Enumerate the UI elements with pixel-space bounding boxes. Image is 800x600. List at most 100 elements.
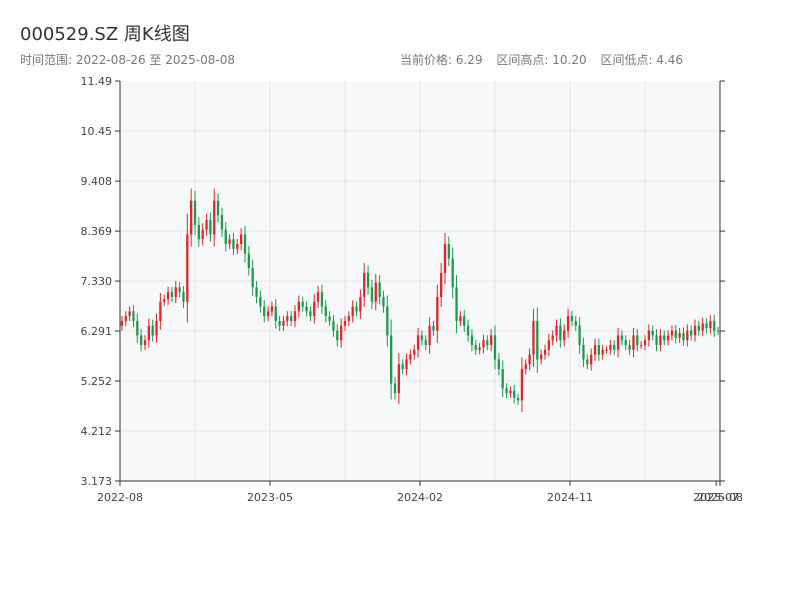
candle-body [647,330,650,341]
candle-body [140,335,143,346]
candle-body [151,325,154,336]
candle-body [482,340,485,348]
candle-body [716,330,720,332]
candle-body [293,311,297,321]
candle-body [413,349,416,355]
candle-body [574,320,577,326]
candle-body [340,325,343,341]
candle-body [697,325,700,331]
candle-body [240,234,243,245]
candle-body [274,306,277,321]
candle-body [251,268,254,288]
candle-body [466,325,470,336]
x-tick-label: 2025-08 [697,491,743,504]
candle-body [493,335,497,360]
candle-body [636,335,639,346]
candle-body [343,320,347,326]
candle-body [513,390,516,398]
candle-body [663,335,666,341]
candle-body [182,292,185,302]
candle-body [436,296,439,331]
candle-body [586,359,589,365]
candle-body [451,258,454,288]
candle-body [190,200,193,235]
candle-body [266,311,270,317]
candle-body [366,272,370,288]
candle-body [409,354,412,360]
candle-body [213,200,216,235]
y-tick-label: 7.330 [81,275,113,288]
y-tick-label: 9.408 [81,175,113,188]
candle-body [224,229,227,245]
candle-body [355,306,358,312]
candle-body [632,335,635,350]
candle-body [255,287,258,297]
y-tick-label: 8.369 [81,225,113,238]
y-tick-label: 6.291 [81,325,113,338]
candle-body [516,397,520,401]
y-tick-label: 3.173 [81,475,113,488]
chart-title: 000529.SZ 周K线图 [20,24,190,45]
candle-body [259,296,262,307]
candle-body [705,323,708,329]
candle-body [201,229,204,240]
candle-body [290,316,293,321]
candle-body [505,388,508,394]
candle-body [682,333,685,341]
candle-body [443,244,447,273]
candle-body [147,325,150,341]
candle-body [609,345,612,350]
y-axis-ticks: 11.49 10.45 9.408 8.369 7.330 6.291 5.252 4.212… [81,75,725,488]
candle-body [347,316,350,321]
candle-body [490,335,493,346]
candle-body [278,320,281,326]
candle-body [651,330,654,336]
candle-body [528,354,531,365]
candle-body [432,325,435,331]
candle-body [686,330,689,341]
candle-body [205,219,208,230]
candle-body [582,345,585,360]
candle-body [674,330,677,338]
x-tick-label: 2024-02 [397,491,443,504]
candle-body [620,335,624,341]
candle-body [159,301,162,321]
x-axis-ticks: 2022-08 2023-05 2024-02 2024-11 2025-072025-… [97,481,743,504]
date-range-text: 时间范围: 2022-08-26 至 2025-08-08 [20,53,235,67]
candle-body [693,325,697,336]
candle-body [301,301,304,307]
candle-body [174,287,177,297]
period-low-text: 区间低点: 4.46 [600,53,684,67]
candle-body [666,335,670,341]
candle-body [605,349,608,351]
candle-body [643,340,647,346]
period-high-text: 区间高点: 10.20 [496,53,587,67]
candle-body [509,390,512,394]
candles-group [120,188,720,413]
candle-body [497,359,500,370]
candle-body [459,316,462,321]
candle-body [270,306,274,312]
candle-body [363,272,366,297]
y-tick-label: 4.212 [81,425,113,438]
candle-body [120,320,124,326]
candle-body [640,345,643,347]
candle-body [524,364,527,370]
candle-body [601,349,604,355]
candle-body [397,364,400,394]
candle-body [305,306,308,312]
candle-body [713,320,716,331]
candle-body [543,349,547,355]
x-tick-label: 2024-11 [547,491,593,504]
candle-body [193,200,197,225]
candle-body [655,335,658,346]
candle-body [228,239,231,245]
candle-body [320,292,324,307]
candle-body [316,292,320,302]
candle-body [386,306,389,336]
candle-body [501,369,504,389]
y-tick-label: 11.49 [81,75,113,88]
candle-body [186,234,189,302]
candle-body [578,325,581,346]
